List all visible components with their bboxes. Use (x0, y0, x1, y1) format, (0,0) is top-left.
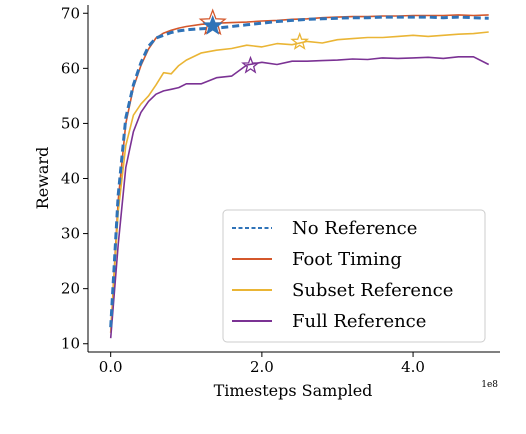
x-tick-label: 4.0 (401, 358, 425, 376)
y-tick-label: 40 (61, 170, 80, 188)
legend-label: No Reference (292, 218, 417, 239)
x-axis-title: Timesteps Sampled (214, 381, 373, 400)
y-tick-label: 60 (61, 59, 80, 77)
best-star-subset-reference (290, 32, 310, 50)
legend: No Reference Foot Timing Subset Reference F… (222, 209, 486, 343)
series-line-no-reference (109, 15, 489, 328)
y-tick-label: 30 (61, 225, 80, 243)
y-tick-label: 20 (61, 280, 80, 298)
x-axis-offset-label: 1e8 (481, 380, 498, 390)
series-line-full-reference (109, 56, 490, 339)
best-star-full-reference (241, 55, 260, 74)
series-line-subset-reference (109, 31, 489, 333)
legend-label: Full Reference (292, 311, 426, 332)
y-tick-label: 50 (61, 114, 80, 132)
y-tick-label: 10 (61, 335, 80, 353)
x-tick-label: 0.0 (99, 358, 123, 376)
y-tick-label: 70 (61, 4, 80, 22)
legend-box (222, 209, 486, 343)
best-star-no-reference (202, 15, 224, 35)
best-markers (198, 8, 310, 74)
tick-labels: 0.0 2.0 4.0 10 20 30 40 50 60 70 (61, 4, 425, 376)
x-tick-label: 2.0 (250, 358, 274, 376)
y-axis-title: Reward (33, 147, 52, 210)
legend-label: Subset Reference (292, 280, 453, 301)
legend-label: Foot Timing (292, 249, 402, 270)
series-line-foot-timing (109, 14, 489, 333)
series-layer (109, 14, 490, 339)
